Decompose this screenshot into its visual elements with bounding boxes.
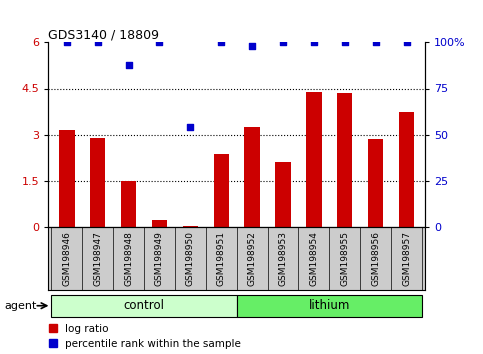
- Bar: [275, 162, 291, 227]
- Text: GSM198955: GSM198955: [340, 231, 349, 286]
- Bar: [237, 295, 422, 318]
- Bar: [152, 221, 167, 227]
- Text: agent: agent: [5, 301, 37, 311]
- Text: GSM198950: GSM198950: [186, 231, 195, 286]
- Point: [341, 40, 349, 45]
- Bar: [244, 127, 260, 227]
- Point: [403, 40, 411, 45]
- Text: GSM198953: GSM198953: [279, 231, 287, 286]
- Point: [125, 62, 132, 67]
- Bar: [121, 181, 136, 227]
- Text: GSM198952: GSM198952: [248, 231, 256, 286]
- Bar: [399, 112, 414, 227]
- Text: GSM198957: GSM198957: [402, 231, 411, 286]
- Bar: [213, 154, 229, 227]
- Bar: [337, 93, 353, 227]
- Point: [63, 40, 71, 45]
- Point: [186, 124, 194, 130]
- Bar: [90, 138, 105, 227]
- Text: lithium: lithium: [309, 299, 350, 312]
- Bar: [51, 295, 237, 318]
- Text: GSM198956: GSM198956: [371, 231, 380, 286]
- Text: GDS3140 / 18809: GDS3140 / 18809: [48, 28, 159, 41]
- Text: GSM198948: GSM198948: [124, 231, 133, 286]
- Bar: [183, 226, 198, 227]
- Legend: log ratio, percentile rank within the sample: log ratio, percentile rank within the sa…: [49, 324, 241, 349]
- Text: GSM198951: GSM198951: [217, 231, 226, 286]
- Point: [372, 40, 380, 45]
- Text: GSM198954: GSM198954: [310, 231, 318, 286]
- Point: [279, 40, 287, 45]
- Point: [94, 40, 101, 45]
- Bar: [306, 92, 322, 227]
- Text: GSM198946: GSM198946: [62, 231, 71, 286]
- Point: [217, 40, 225, 45]
- Text: GSM198947: GSM198947: [93, 231, 102, 286]
- Point: [310, 40, 318, 45]
- Bar: [59, 130, 74, 227]
- Text: GSM198949: GSM198949: [155, 231, 164, 286]
- Bar: [368, 139, 384, 227]
- Text: control: control: [124, 299, 165, 312]
- Point: [248, 43, 256, 49]
- Point: [156, 40, 163, 45]
